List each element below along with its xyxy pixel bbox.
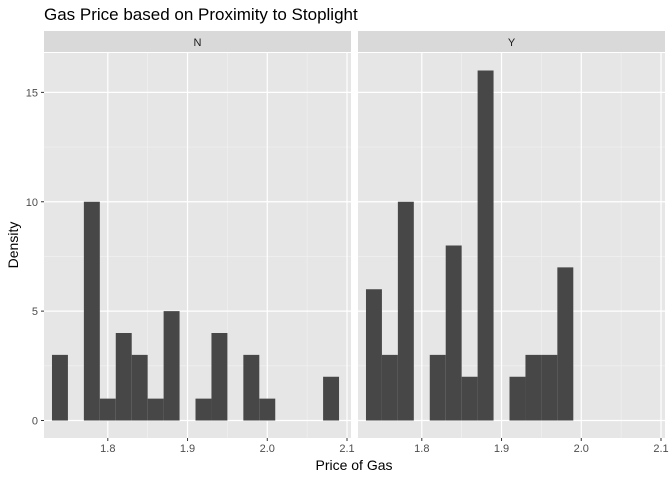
histogram-bar <box>243 354 260 421</box>
histogram-bar <box>115 333 132 421</box>
chart-title: Gas Price based on Proximity to Stopligh… <box>44 5 358 24</box>
facet-panel-N: N 1.8 1.9 2.0 2.1 <box>44 31 355 455</box>
x-axis-label: Price of Gas <box>315 457 392 473</box>
histogram-bar <box>323 376 340 421</box>
facet-strip-label: N <box>194 37 202 49</box>
histogram-bar <box>51 354 68 421</box>
histogram-bar <box>365 289 382 421</box>
histogram-bar <box>429 354 446 421</box>
x-tick-label: 1.8 <box>414 443 429 455</box>
facet-panel-Y: Y 1.8 1.9 2.0 2.1 <box>358 31 669 455</box>
histogram-bar <box>131 354 148 421</box>
x-tick-label: 2.1 <box>339 443 354 455</box>
histogram-bar <box>163 311 180 421</box>
histogram-bar <box>525 354 542 421</box>
facet-panels: N 1.8 1.9 2.0 2.1 Y 1.8 1.9 2.0 2.1 <box>44 31 669 455</box>
histogram-bar <box>195 398 212 421</box>
x-tick-label: 1.9 <box>180 443 195 455</box>
facet-strip <box>358 31 665 52</box>
facet-strip-label: Y <box>508 37 516 49</box>
y-axis: 0 5 10 15 <box>26 87 44 428</box>
histogram-bar <box>397 201 414 421</box>
facet-strip <box>44 31 351 52</box>
histogram-bar <box>477 70 494 421</box>
x-tick-label: 1.9 <box>494 443 509 455</box>
histogram-bar <box>83 201 100 421</box>
x-tick-label: 1.8 <box>100 443 115 455</box>
y-tick-label: 5 <box>32 306 38 318</box>
x-tick-label: 2.0 <box>260 443 275 455</box>
histogram-bar <box>259 398 276 421</box>
y-axis-label: Density <box>5 222 21 269</box>
x-tick-label: 2.1 <box>653 443 668 455</box>
histogram-bar <box>381 354 398 421</box>
x-tick-label: 2.0 <box>574 443 589 455</box>
y-tick-label: 0 <box>32 416 38 428</box>
histogram-bar <box>211 333 228 421</box>
histogram-bar <box>557 267 574 421</box>
histogram-bar <box>509 376 526 421</box>
histogram-bar <box>461 376 478 421</box>
histogram-bar <box>445 245 462 421</box>
y-tick-label: 15 <box>26 87 38 99</box>
histogram-bar <box>99 398 116 421</box>
histogram-bar <box>541 354 558 421</box>
y-tick-label: 10 <box>26 197 38 209</box>
histogram-bar <box>147 398 164 421</box>
